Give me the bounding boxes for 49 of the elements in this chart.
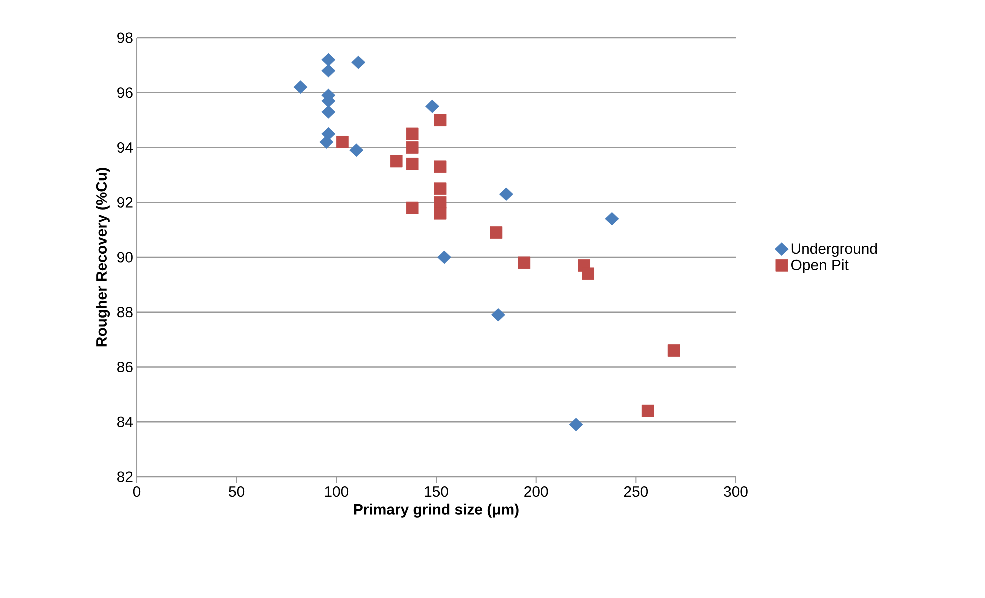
legend-label: Open Pit [791, 259, 849, 274]
point [294, 80, 308, 94]
x-tick-label: 250 [624, 486, 648, 498]
point [336, 136, 349, 148]
x-tick-label: 300 [724, 486, 748, 498]
point [434, 114, 447, 126]
point [668, 344, 680, 357]
point [320, 136, 334, 149]
y-tick-label: 96 [118, 88, 133, 98]
y-axis-title: Rougher Recovery (%Cu) [96, 168, 110, 347]
x-tick-label: 200 [524, 486, 548, 498]
y-tick-label: 90 [118, 252, 133, 263]
point [390, 155, 403, 168]
y-tick-label: 94 [118, 142, 134, 154]
x-axis-title: Primary grind size (μm) [354, 504, 519, 518]
y-tick-label: 84 [118, 416, 134, 428]
point [406, 202, 419, 214]
point [406, 142, 419, 154]
point [642, 404, 654, 418]
point [425, 100, 440, 114]
y-tick-label: 86 [118, 362, 133, 373]
x-tick-label: 150 [425, 486, 448, 498]
point [322, 105, 336, 119]
y-tick-label: 88 [118, 307, 133, 318]
point [434, 196, 447, 209]
point [491, 308, 506, 322]
point [322, 64, 336, 78]
point [518, 256, 531, 270]
point [350, 144, 364, 158]
point [605, 212, 620, 226]
y-tick-label: 82 [118, 472, 133, 482]
point [322, 53, 336, 67]
x-tick-label: 100 [325, 486, 349, 498]
point [406, 158, 419, 170]
point [582, 268, 594, 280]
point [490, 226, 503, 239]
legend-label: Underground [792, 243, 878, 258]
point [434, 207, 447, 220]
x-tick-label: 50 [229, 486, 245, 498]
y-tick-label: 92 [118, 197, 133, 208]
y-tick-label: 98 [118, 32, 133, 44]
x-tick-label: 0 [133, 486, 141, 498]
point [569, 418, 584, 432]
point [406, 128, 419, 140]
point [499, 188, 514, 202]
point [352, 56, 366, 70]
point [434, 182, 447, 196]
point [434, 160, 447, 174]
point [437, 250, 452, 264]
